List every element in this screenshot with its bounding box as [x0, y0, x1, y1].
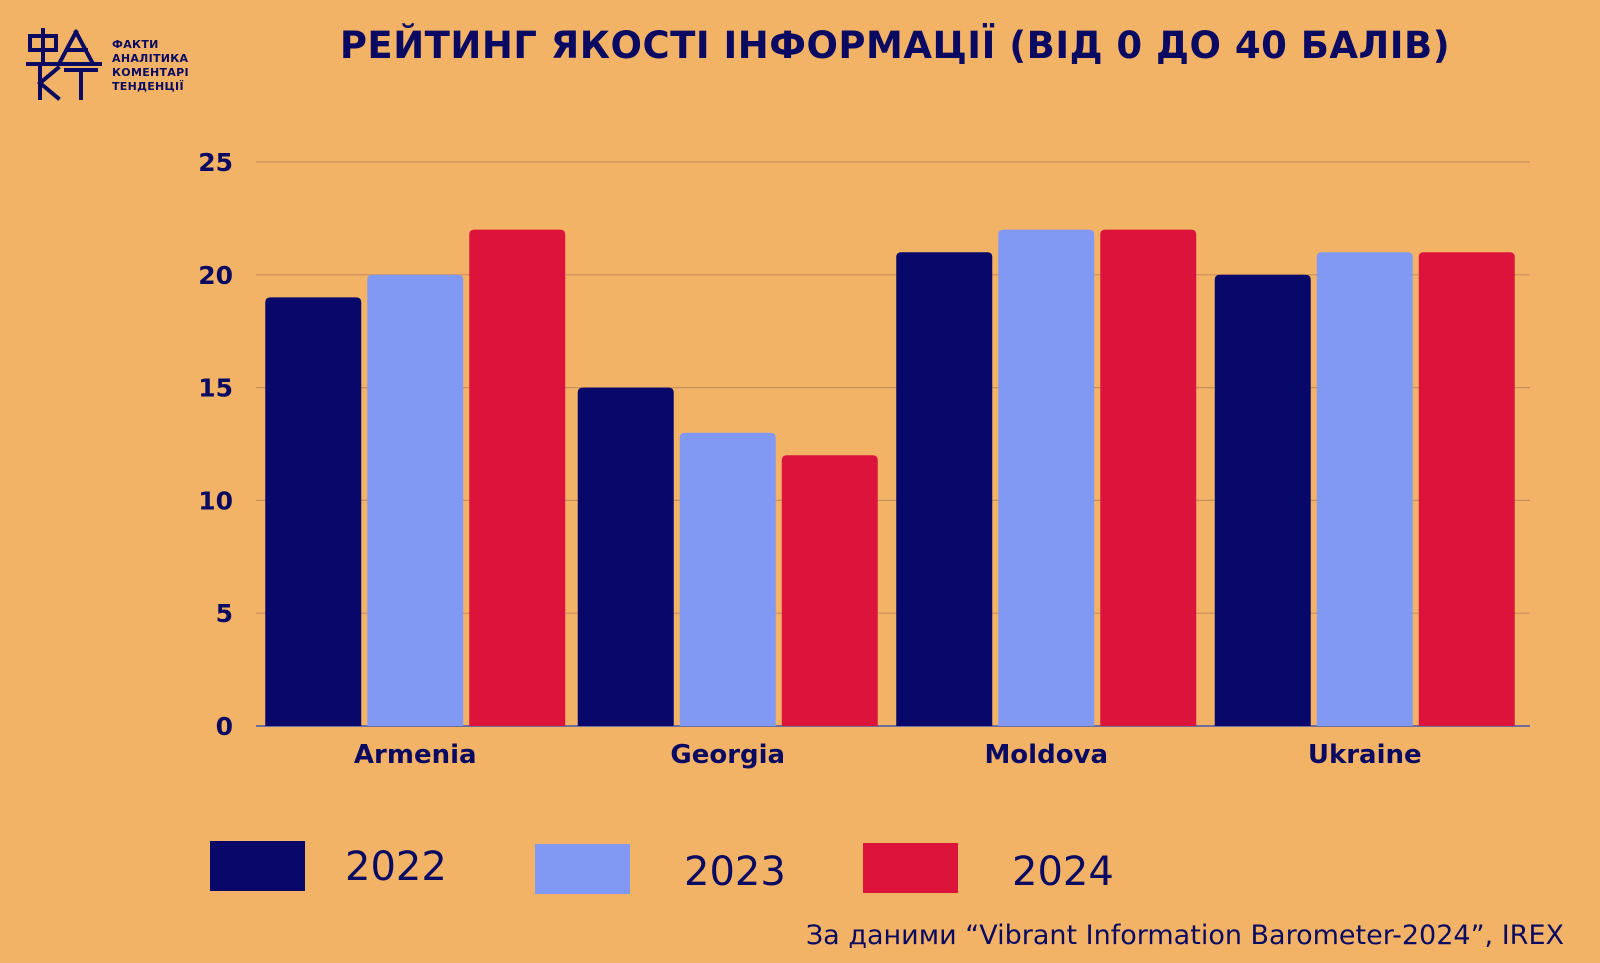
bar-moldova-2023 — [998, 229, 1095, 726]
chart-title: РЕЙТИНГ ЯКОСТІ ІНФОРМАЦІЇ (ВІД 0 ДО 40 Б… — [339, 24, 1451, 67]
bars — [265, 229, 1515, 727]
bar-georgia-2024 — [781, 455, 878, 726]
logo-line-comments: КОМЕНТАРІ — [112, 66, 189, 79]
x-axis-categories: Armenia Georgia Moldova Ukraine — [354, 740, 1422, 770]
legend-swatch-2022 — [210, 841, 305, 891]
bar-armenia-2023 — [367, 274, 464, 726]
bar-armenia-2022 — [265, 297, 362, 726]
legend-swatch-2024 — [863, 843, 958, 893]
bar-moldova-2024 — [1100, 229, 1197, 726]
fakt-logo-mark — [26, 28, 102, 101]
y-tick-label: 20 — [198, 261, 233, 290]
source-note: За даними “Vibrant Information Barometer… — [805, 920, 1564, 951]
logo-line-analytics: АНАЛІТИКА — [112, 52, 189, 65]
logo-line-facts: ФАКТИ — [112, 38, 159, 51]
bar-chart: 0 5 10 15 20 25 Armenia Georgia Moldova Ukraine — [198, 148, 1530, 770]
logo-line-trends: ТЕНДЕНЦІЇ — [112, 80, 184, 93]
bar-georgia-2023 — [679, 432, 776, 726]
y-tick-label: 15 — [198, 374, 233, 403]
bar-ukraine-2022 — [1214, 274, 1311, 726]
legend-swatch-2023 — [535, 844, 630, 894]
y-tick-label: 0 — [216, 712, 233, 741]
legend-label-2024: 2024 — [1012, 849, 1114, 895]
y-tick-label: 25 — [198, 148, 233, 177]
x-category-label: Moldova — [984, 740, 1108, 770]
x-category-label: Armenia — [354, 740, 477, 770]
x-category-label: Georgia — [670, 740, 785, 770]
bar-ukraine-2023 — [1316, 252, 1413, 727]
legend-label-2022: 2022 — [345, 844, 447, 890]
logo: ФАКТИ АНАЛІТИКА КОМЕНТАРІ ТЕНДЕНЦІЇ — [26, 28, 216, 102]
bar-armenia-2024 — [469, 229, 566, 726]
x-category-label: Ukraine — [1308, 740, 1422, 770]
legend-label-2023: 2023 — [684, 849, 786, 895]
bar-moldova-2022 — [896, 252, 993, 727]
bar-georgia-2022 — [577, 387, 674, 726]
bar-ukraine-2024 — [1418, 252, 1515, 727]
y-tick-label: 5 — [216, 599, 233, 628]
y-tick-label: 10 — [198, 486, 233, 515]
y-axis-ticks: 0 5 10 15 20 25 — [198, 148, 233, 741]
